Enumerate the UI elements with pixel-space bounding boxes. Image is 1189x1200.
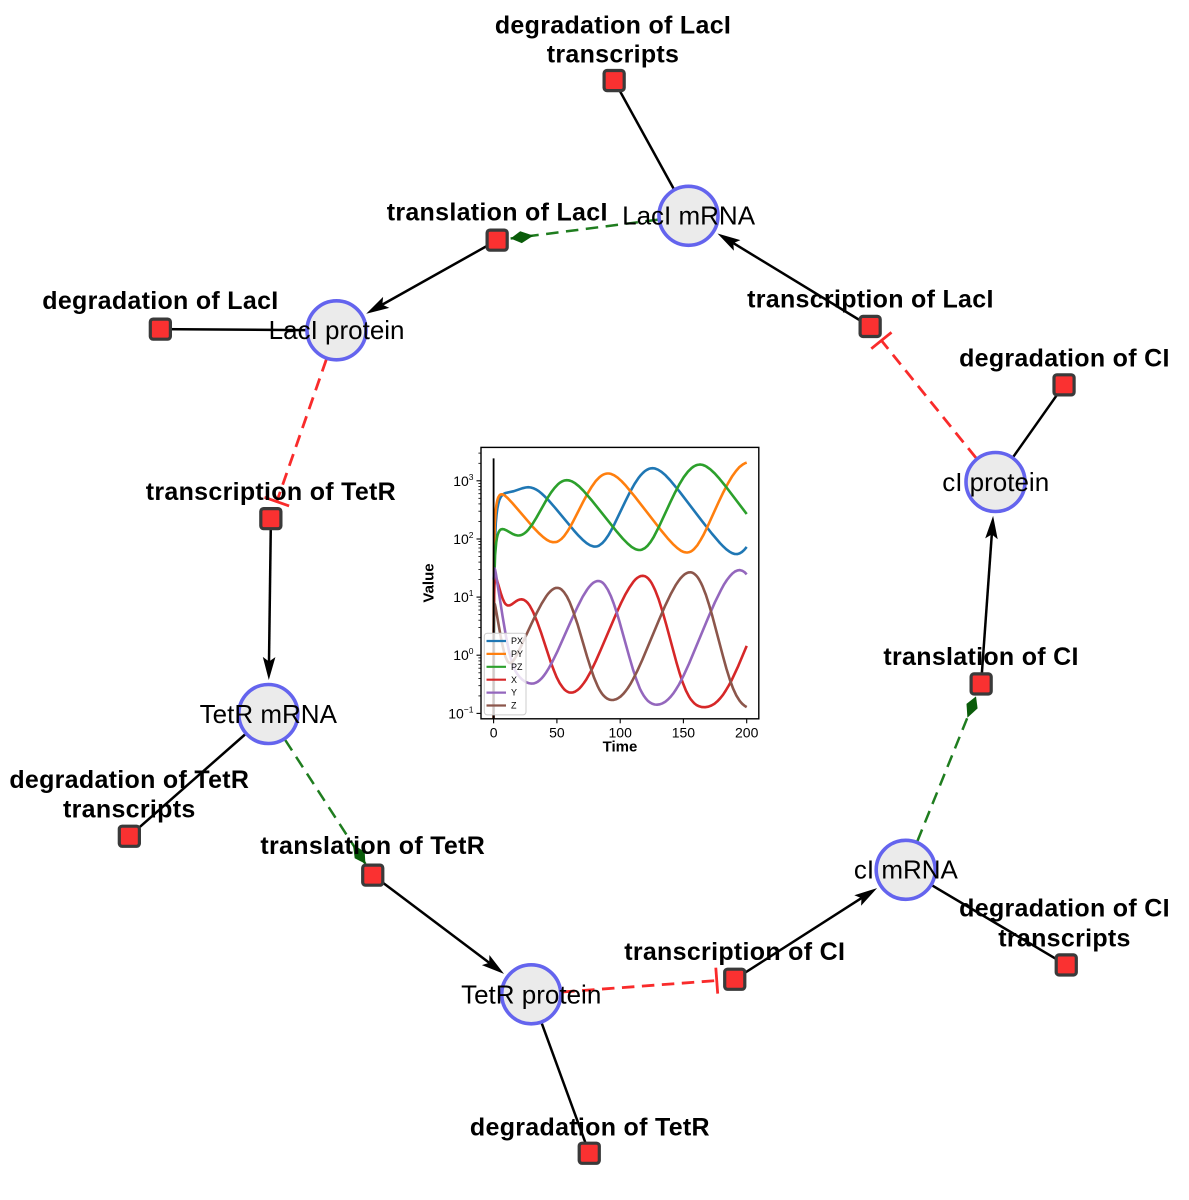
svg-text:101: 101 — [453, 588, 474, 605]
svg-text:10−1: 10−1 — [448, 704, 474, 721]
svg-text:degradation of TetR: degradation of TetR — [470, 1113, 710, 1141]
svg-text:degradation of CI: degradation of CI — [959, 345, 1170, 373]
svg-text:102: 102 — [453, 530, 474, 547]
svg-text:degradation of LacI: degradation of LacI — [42, 287, 278, 315]
svg-text:translation of TetR: translation of TetR — [260, 832, 485, 860]
svg-text:degradation of CI: degradation of CI — [959, 894, 1170, 922]
svg-text:PY: PY — [511, 649, 523, 659]
svg-text:PZ: PZ — [511, 662, 523, 672]
svg-text:transcripts: transcripts — [63, 796, 196, 824]
svg-text:cI protein: cI protein — [942, 467, 1049, 497]
svg-text:100: 100 — [609, 724, 633, 740]
svg-text:Z: Z — [511, 701, 517, 711]
svg-text:transcription of CI: transcription of CI — [624, 938, 845, 966]
svg-text:translation of CI: translation of CI — [883, 643, 1078, 671]
svg-text:Time: Time — [603, 739, 638, 756]
svg-text:Y: Y — [511, 688, 517, 698]
svg-text:0: 0 — [490, 724, 498, 740]
svg-text:transcription of TetR: transcription of TetR — [146, 478, 396, 506]
svg-text:transcripts: transcripts — [547, 41, 680, 69]
svg-text:50: 50 — [549, 724, 565, 740]
svg-text:LacI protein: LacI protein — [269, 315, 405, 345]
svg-text:transcription of LacI: transcription of LacI — [747, 286, 994, 314]
svg-text:transcripts: transcripts — [998, 925, 1131, 953]
svg-text:X: X — [511, 675, 517, 685]
svg-text:Value: Value — [421, 563, 438, 602]
svg-text:TetR protein: TetR protein — [461, 979, 601, 1009]
svg-text:PX: PX — [511, 636, 523, 646]
svg-text:200: 200 — [735, 724, 759, 740]
svg-text:103: 103 — [453, 472, 474, 489]
svg-text:cI mRNA: cI mRNA — [854, 855, 959, 885]
svg-text:TetR mRNA: TetR mRNA — [200, 699, 338, 729]
svg-text:150: 150 — [672, 724, 696, 740]
svg-text:degradation of TetR: degradation of TetR — [9, 766, 249, 794]
svg-text:degradation of LacI: degradation of LacI — [495, 11, 731, 39]
svg-text:translation of LacI: translation of LacI — [387, 198, 608, 226]
svg-text:LacI mRNA: LacI mRNA — [622, 201, 756, 231]
svg-text:100: 100 — [453, 646, 474, 663]
